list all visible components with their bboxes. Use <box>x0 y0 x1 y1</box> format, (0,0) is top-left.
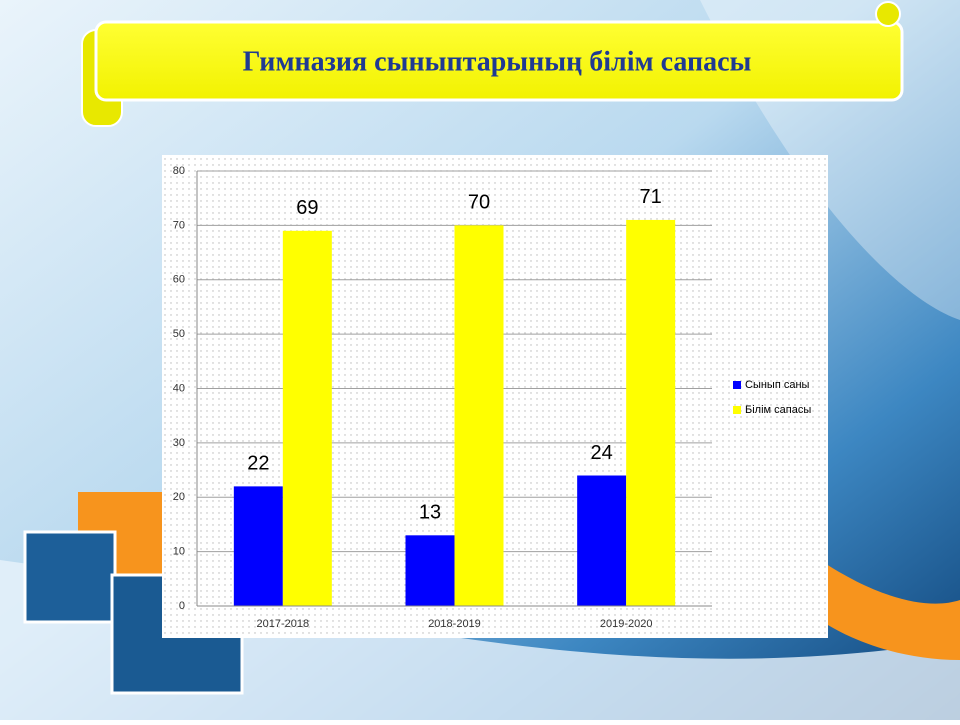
orange-swoosh <box>820 560 960 660</box>
bar <box>454 225 504 606</box>
y-tick-label: 80 <box>173 165 185 177</box>
data-label: 70 <box>468 192 490 214</box>
scroll-body <box>94 20 904 102</box>
bar <box>233 486 283 606</box>
data-label: 13 <box>419 502 441 524</box>
legend-label: Білім сапасы <box>745 404 811 416</box>
y-tick-label: 50 <box>173 328 185 340</box>
legend-swatch <box>733 381 741 389</box>
bar <box>405 535 455 606</box>
bar <box>626 219 676 606</box>
x-tick-label: 2017-2018 <box>257 618 310 630</box>
y-tick-label: 60 <box>173 274 185 286</box>
legend-label: Сынып саны <box>745 379 810 391</box>
title-banner: Гимназия сыныптарының білім сапасы <box>81 1 904 127</box>
chart: 0 10 20 30 40 50 60 70 80 2017-2018 22 69 2018-2019 1… <box>173 165 812 630</box>
y-tick-label: 10 <box>173 546 185 558</box>
data-label: 24 <box>591 442 613 464</box>
y-tick-label: 0 <box>179 600 185 612</box>
x-tick-label: 2018-2019 <box>428 618 481 630</box>
x-tick-label: 2019-2020 <box>600 618 653 630</box>
y-tick-label: 40 <box>173 382 185 394</box>
y-tick-label: 70 <box>173 219 185 231</box>
scroll-curl <box>875 1 901 27</box>
data-label: 69 <box>296 197 318 219</box>
data-label: 71 <box>640 186 662 208</box>
deco-square <box>23 530 117 624</box>
bar <box>282 230 332 606</box>
bar <box>577 475 627 606</box>
y-tick-label: 20 <box>173 491 185 503</box>
chart-title: Гимназия сыныптарының білім сапасы <box>243 46 752 77</box>
y-tick-label: 30 <box>173 437 185 449</box>
legend-swatch <box>733 406 741 414</box>
data-label: 22 <box>247 453 269 475</box>
